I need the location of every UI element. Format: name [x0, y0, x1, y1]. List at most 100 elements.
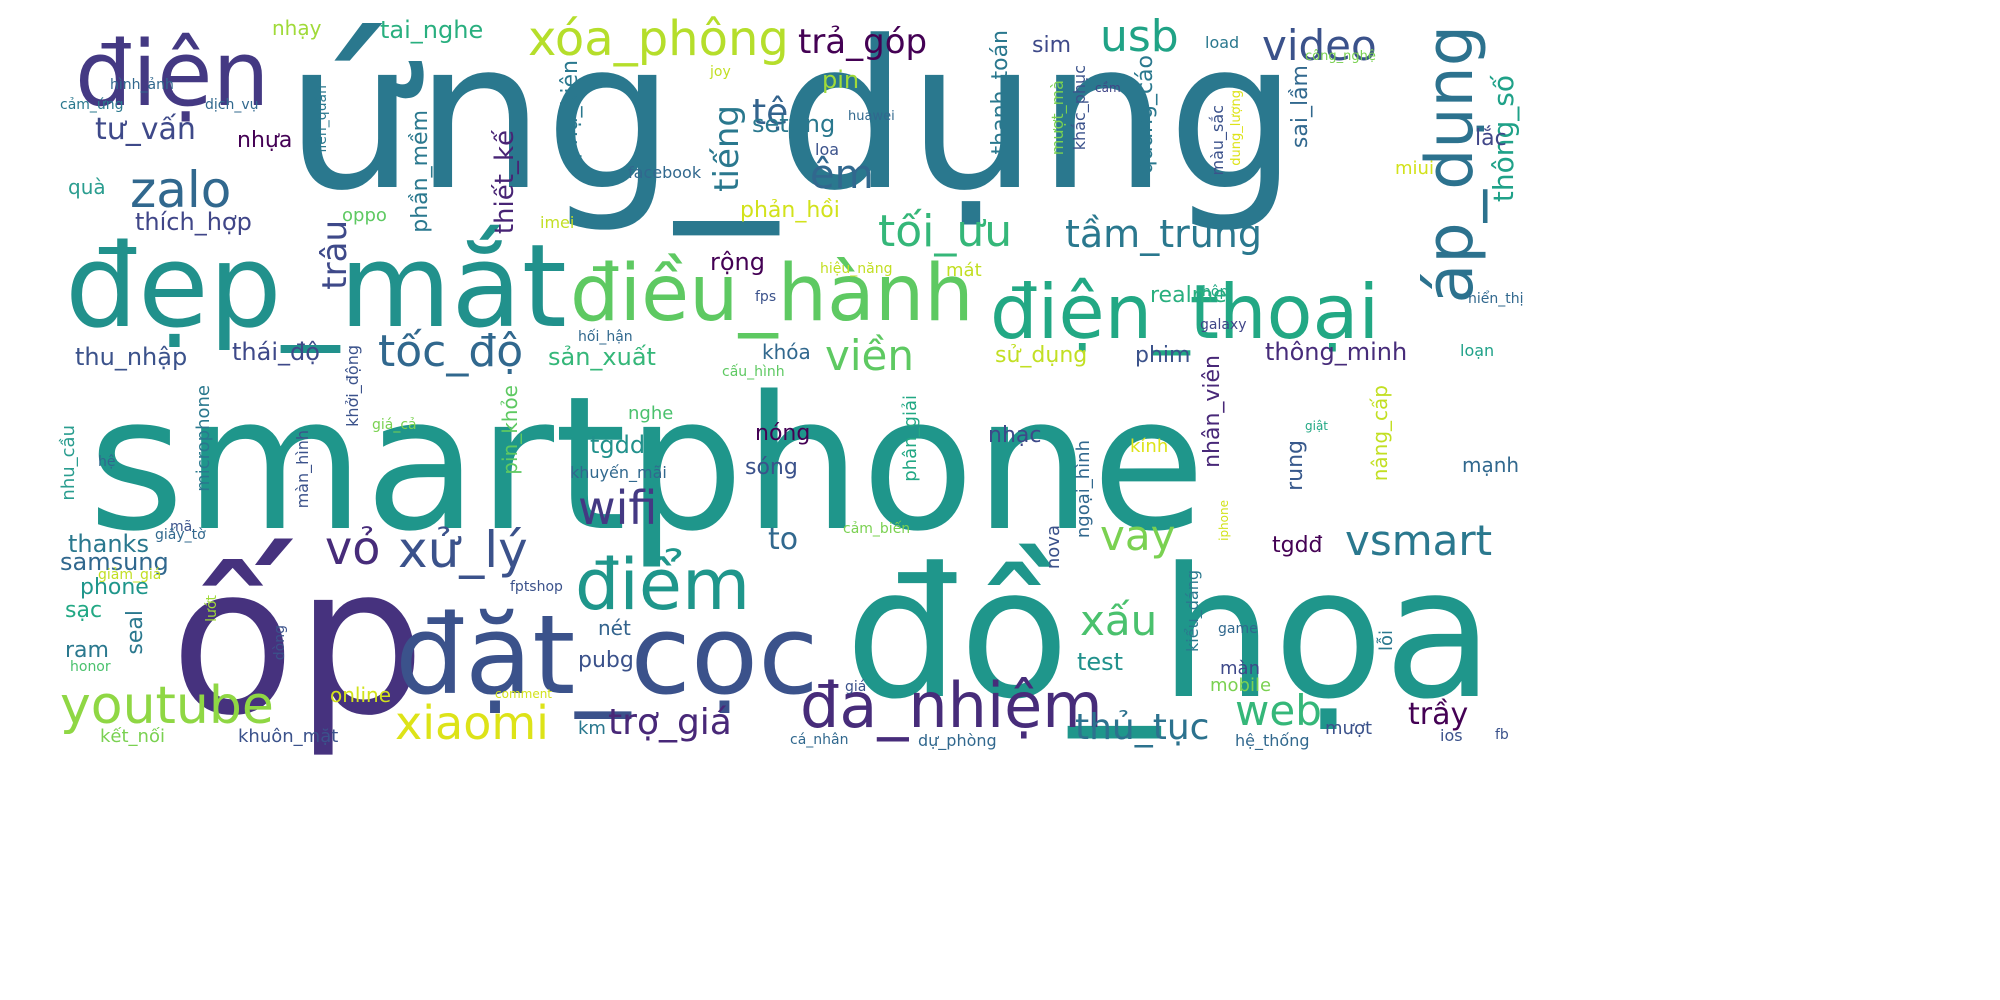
word-ma: mã: [170, 519, 193, 535]
word-xau: xấu: [1080, 596, 1158, 645]
word-realme: realme: [1150, 283, 1227, 308]
word-nova: nova: [1043, 525, 1064, 570]
word-thu-nhap: thu_nhập: [75, 343, 188, 371]
word-ca-nhan: cá_nhân: [790, 732, 849, 748]
word-san-xuat: sản_xuất: [548, 343, 656, 371]
word-loi: lỗi: [1376, 630, 1397, 652]
word-tieng: tiếng: [707, 105, 747, 192]
word-thu-tuc: thủ_tục: [1075, 707, 1210, 748]
word-ram: ram: [65, 638, 109, 663]
word-sai-lam: sai_lầm: [1288, 65, 1313, 149]
word-dien-thoai: điện_thoại: [990, 268, 1380, 356]
word-phan-hoi: phản_hồi: [740, 198, 840, 223]
word-khoi-dong: khởi_động: [343, 345, 362, 427]
word-galaxy: galaxy: [1200, 317, 1247, 333]
word-nhu-cau: nhu_cầu: [58, 425, 79, 501]
word-huawei: huawei: [848, 109, 895, 124]
word-smartphone: smartphone: [88, 356, 1206, 572]
word-khoa: khóa: [762, 340, 811, 364]
word-zalo: zalo: [130, 161, 232, 219]
word-sac: sạc: [65, 598, 103, 623]
word-tgdd-2: tgdđ: [1272, 533, 1323, 558]
word-xiaomi: xiaomi: [395, 696, 549, 750]
word-imei: imei: [540, 213, 575, 232]
word-da-nhiem: đa_nhiệm: [800, 669, 1103, 742]
word-microphone: microphone: [193, 385, 214, 492]
word-khuon-mat: khuôn_mặt: [238, 726, 339, 747]
word-nhan-vien: nhân_viên: [1200, 355, 1225, 468]
word-he-thong: hệ_thống: [1235, 731, 1310, 750]
word-miui: miui: [1395, 158, 1434, 179]
word-gia: giá: [845, 679, 867, 695]
word-dat-coc: đặt_cọc: [395, 591, 819, 719]
word-kinh: kính: [1130, 436, 1169, 457]
word-phim: phim: [1135, 343, 1191, 368]
word-du-phong: dự_phòng: [918, 731, 997, 750]
word-ung-dung: ứng_dụng: [285, 0, 1298, 236]
word-rung: rung: [1283, 440, 1308, 491]
word-pin-khoe: pin_khỏe: [498, 385, 522, 475]
word-tro-gia: trợ_giá: [608, 702, 732, 743]
word-ios: ios: [1440, 726, 1463, 745]
word-dieu-hanh: điều_hành: [570, 249, 974, 339]
word-dich-vu: dịch_vụ: [205, 97, 259, 113]
word-khac-phuc: khắc_phục: [1070, 65, 1089, 151]
word-quang-cao: quảng_cáo: [1133, 55, 1158, 175]
word-te: tệ: [752, 92, 789, 133]
word-lien-quan: liên_quân: [314, 85, 330, 153]
word-tray: trầy: [1408, 697, 1469, 732]
word-tgdd: tgdd: [590, 431, 646, 459]
word-muot: mượt: [1325, 718, 1373, 739]
word-phan-mem: phần_mềm: [408, 110, 433, 233]
word-wifi: wifi: [578, 481, 658, 535]
word-nhua: nhựa: [237, 128, 293, 153]
word-vo: vỏ: [325, 521, 381, 575]
word-phone: phone: [80, 575, 149, 600]
word-thiet-ke: thiết_kế: [490, 130, 520, 235]
word-xoa-phong: xóa_phông: [528, 11, 789, 67]
word-cam-bien: cảm_biến: [843, 521, 911, 537]
word-hieu-nang: hiệu_năng: [820, 261, 893, 277]
word-toc-do: tốc_độ: [378, 326, 524, 377]
word-vsmart: vsmart: [1345, 516, 1493, 565]
word-giat: giật: [1305, 419, 1329, 433]
word-facebook: facebook: [628, 163, 702, 182]
word-sim: sim: [1032, 33, 1072, 58]
word-pin: pin: [822, 66, 860, 94]
word-diem: điểm: [575, 544, 751, 626]
word-fps: fps: [755, 289, 777, 305]
word-gia-ca: giá_cả: [372, 417, 417, 433]
word-cau-hinh: cấu_hình: [722, 364, 785, 380]
word-cam: cầm: [1095, 81, 1121, 95]
word-pubg: pubg: [578, 648, 634, 673]
word-cloud: smartphone ứng_dụng ốp đồ_họa đẹp_mắt đi…: [58, 0, 1524, 761]
word-comment: comment: [495, 687, 553, 701]
word-op: ốp: [170, 523, 426, 761]
word-do-hoa: đồ_họa: [845, 530, 1494, 739]
word-thai-do: thái_độ: [232, 338, 320, 366]
word-hinh-anh: hình_ảnh: [110, 77, 174, 93]
word-nhay: nhạy: [272, 16, 322, 40]
word-usb: usb: [1100, 11, 1179, 62]
word-giay-to: giấy_tờ: [155, 527, 206, 543]
word-muot-ma: mượt_mà: [1048, 80, 1067, 156]
word-dien: điện: [75, 22, 270, 127]
word-nang-cap: nâng_cấp: [1368, 385, 1392, 482]
word-dong: dòng: [272, 625, 288, 661]
word-man-hinh: màn_hình: [293, 430, 312, 509]
word-load: load: [1205, 33, 1240, 52]
word-tu-van: tư_vấn: [95, 112, 196, 147]
word-ket-noi: kết_nối: [100, 726, 165, 747]
word-phan-giai: phân_giải: [900, 395, 921, 482]
word-trau: trâu: [315, 220, 355, 290]
word-thanks: thanks: [68, 530, 149, 558]
word-km: km: [578, 718, 606, 739]
word-xu-ly: xử_lý: [398, 521, 528, 579]
word-song: sóng: [745, 455, 798, 480]
word-net: nét: [598, 616, 631, 640]
word-video: video: [1262, 21, 1377, 70]
word-cam-ung: cảm_ứng: [60, 97, 124, 113]
word-hop: hộp: [1202, 284, 1229, 300]
word-honor: honor: [70, 659, 111, 675]
word-khuyen-mai: khuyến_mãi: [570, 463, 667, 482]
